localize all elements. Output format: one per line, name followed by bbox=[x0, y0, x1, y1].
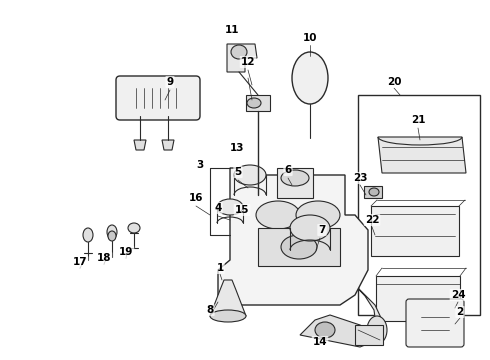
Text: 4: 4 bbox=[214, 203, 221, 213]
Polygon shape bbox=[300, 315, 370, 347]
Bar bbox=[358, 95, 480, 315]
Text: 10: 10 bbox=[303, 33, 317, 43]
Text: 5: 5 bbox=[234, 167, 242, 177]
Text: 20: 20 bbox=[387, 77, 401, 87]
Bar bbox=[371, 206, 459, 256]
Ellipse shape bbox=[315, 322, 335, 338]
Bar bbox=[376, 276, 460, 321]
Ellipse shape bbox=[234, 165, 266, 185]
Text: 15: 15 bbox=[235, 205, 249, 215]
Ellipse shape bbox=[210, 310, 246, 322]
Text: 1: 1 bbox=[217, 263, 223, 273]
Text: 23: 23 bbox=[353, 173, 367, 183]
Bar bbox=[355, 325, 383, 345]
Ellipse shape bbox=[128, 223, 140, 233]
Text: 14: 14 bbox=[313, 337, 327, 347]
Text: 3: 3 bbox=[196, 160, 204, 170]
Ellipse shape bbox=[292, 52, 328, 104]
Text: 2: 2 bbox=[456, 307, 464, 317]
Text: 19: 19 bbox=[119, 247, 133, 257]
Ellipse shape bbox=[296, 201, 340, 229]
Polygon shape bbox=[218, 168, 368, 305]
Text: 24: 24 bbox=[451, 290, 465, 300]
Text: 22: 22 bbox=[365, 215, 379, 225]
Bar bbox=[258, 228, 340, 266]
Ellipse shape bbox=[108, 231, 116, 241]
Polygon shape bbox=[162, 140, 174, 150]
Text: 21: 21 bbox=[411, 115, 425, 125]
Text: 18: 18 bbox=[97, 253, 111, 263]
Text: 16: 16 bbox=[189, 193, 203, 203]
Text: 17: 17 bbox=[73, 257, 87, 267]
Ellipse shape bbox=[83, 228, 93, 242]
Polygon shape bbox=[210, 280, 246, 316]
Text: 7: 7 bbox=[318, 225, 326, 235]
Ellipse shape bbox=[256, 201, 300, 229]
Polygon shape bbox=[298, 200, 384, 335]
Bar bbox=[364, 186, 382, 198]
Text: 11: 11 bbox=[225, 25, 239, 35]
Bar bbox=[277, 168, 313, 198]
Text: 13: 13 bbox=[230, 143, 244, 153]
Ellipse shape bbox=[217, 199, 243, 215]
Polygon shape bbox=[227, 44, 257, 72]
Polygon shape bbox=[246, 95, 270, 111]
Polygon shape bbox=[378, 137, 466, 173]
Ellipse shape bbox=[281, 170, 309, 186]
Text: 8: 8 bbox=[206, 305, 214, 315]
FancyBboxPatch shape bbox=[406, 299, 464, 347]
Ellipse shape bbox=[231, 45, 247, 59]
Ellipse shape bbox=[290, 215, 330, 241]
Text: 6: 6 bbox=[284, 165, 292, 175]
Ellipse shape bbox=[252, 191, 264, 199]
Text: 12: 12 bbox=[241, 57, 255, 67]
Ellipse shape bbox=[369, 188, 379, 196]
Ellipse shape bbox=[247, 98, 261, 108]
Ellipse shape bbox=[281, 235, 317, 259]
Ellipse shape bbox=[367, 316, 387, 344]
Text: 9: 9 bbox=[167, 77, 173, 87]
Polygon shape bbox=[134, 140, 146, 150]
Ellipse shape bbox=[107, 225, 117, 239]
FancyBboxPatch shape bbox=[116, 76, 200, 120]
